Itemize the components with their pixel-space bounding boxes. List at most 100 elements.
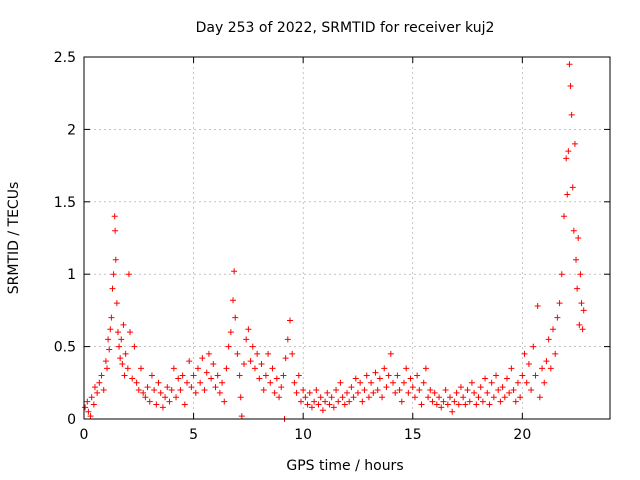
data-point	[280, 372, 287, 379]
data-point	[539, 365, 546, 372]
data-point	[212, 384, 219, 391]
data-point	[135, 387, 142, 394]
data-point	[570, 227, 577, 234]
data-point	[528, 387, 535, 394]
data-point	[429, 398, 436, 405]
data-point	[109, 285, 116, 292]
data-point	[267, 379, 274, 386]
data-point	[313, 387, 320, 394]
x-tick-label: 10	[294, 427, 312, 443]
data-point	[407, 375, 414, 382]
data-point	[560, 213, 567, 220]
data-point	[567, 82, 574, 89]
data-point	[105, 336, 112, 343]
data-point	[181, 401, 188, 408]
data-point	[243, 336, 250, 343]
data-point	[104, 365, 111, 372]
data-point	[100, 387, 107, 394]
data-point	[112, 227, 119, 234]
y-tick-label: 1	[67, 267, 76, 283]
data-point	[346, 398, 353, 405]
x-tick-label: 15	[404, 427, 422, 443]
data-point	[326, 401, 333, 408]
data-point	[300, 387, 307, 394]
data-point	[284, 336, 291, 343]
data-point	[208, 375, 215, 382]
data-point	[102, 358, 109, 365]
data-point	[556, 300, 563, 307]
data-point	[390, 379, 397, 386]
data-point	[436, 394, 443, 401]
data-point	[411, 394, 418, 401]
data-point	[192, 389, 199, 396]
data-point	[372, 369, 379, 376]
data-point	[499, 384, 506, 391]
y-tick-label: 2.5	[54, 50, 76, 66]
data-point	[383, 384, 390, 391]
data-point	[348, 384, 355, 391]
data-point	[534, 303, 541, 310]
data-point	[210, 360, 217, 367]
data-point	[142, 394, 149, 401]
data-point	[122, 350, 129, 357]
data-point	[400, 379, 407, 386]
data-point	[199, 355, 206, 362]
data-point	[306, 389, 313, 396]
data-point	[237, 394, 244, 401]
data-point	[258, 360, 265, 367]
data-point	[444, 401, 451, 408]
data-point	[545, 336, 552, 343]
data-point	[543, 358, 550, 365]
data-point	[394, 372, 401, 379]
data-point	[510, 387, 517, 394]
data-point	[106, 346, 113, 353]
data-point	[385, 372, 392, 379]
data-point	[558, 271, 565, 278]
data-point	[133, 379, 140, 386]
data-point	[420, 379, 427, 386]
data-point	[473, 401, 480, 408]
data-point	[517, 394, 524, 401]
data-point	[374, 387, 381, 394]
data-point	[575, 235, 582, 241]
data-point	[460, 394, 467, 401]
data-point	[184, 379, 191, 386]
x-tick-label: 20	[513, 427, 531, 443]
data-point	[110, 271, 117, 278]
data-point	[563, 155, 570, 162]
data-point	[90, 401, 97, 408]
data-point	[295, 372, 302, 379]
data-point	[256, 375, 263, 382]
data-point	[392, 389, 399, 396]
data-point	[337, 379, 344, 386]
data-point	[173, 394, 180, 401]
data-point	[418, 401, 425, 408]
data-point	[282, 355, 289, 362]
data-point	[107, 326, 114, 333]
data-point	[579, 326, 586, 333]
data-point	[240, 360, 247, 367]
data-point	[114, 329, 121, 336]
data-point	[361, 387, 368, 394]
data-point	[514, 379, 521, 386]
x-tick-label: 0	[80, 427, 89, 443]
data-point	[536, 394, 543, 401]
data-point	[486, 401, 493, 408]
data-point	[339, 394, 346, 401]
data-point	[427, 387, 434, 394]
data-point	[260, 387, 267, 394]
data-point	[580, 307, 587, 314]
data-point	[125, 271, 132, 278]
data-point	[223, 365, 230, 372]
y-axis-label: SRMTID / TECUs	[6, 182, 22, 295]
data-point	[98, 372, 105, 379]
data-point	[127, 329, 134, 336]
data-point	[317, 394, 324, 401]
data-point	[124, 365, 131, 372]
data-point	[287, 317, 294, 324]
data-point	[440, 398, 447, 405]
data-point	[111, 213, 118, 220]
data-point	[238, 413, 245, 420]
data-point	[179, 372, 186, 379]
data-point	[350, 394, 357, 401]
